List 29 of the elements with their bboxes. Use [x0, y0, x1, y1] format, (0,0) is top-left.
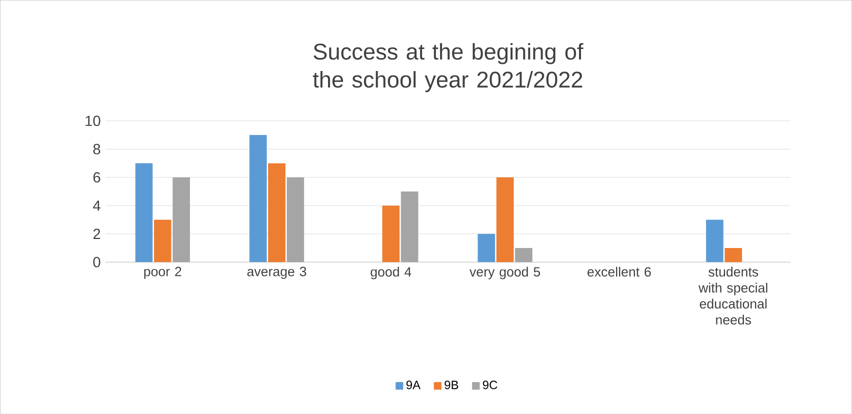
bar: [496, 177, 514, 262]
x-tick-label: average 3: [247, 266, 306, 279]
bar: [154, 220, 172, 262]
legend-label: 9C: [482, 380, 498, 390]
bar: [268, 163, 286, 262]
x-tick-label: good 4: [370, 266, 412, 280]
legend-label: 9B: [444, 380, 458, 390]
bar: [724, 248, 742, 262]
x-tick-label: students with special educational needs: [698, 266, 768, 324]
bar: [382, 205, 400, 262]
x-tick-label: excellent 6: [588, 266, 651, 276]
bar: [172, 177, 190, 262]
y-tick-label: 10: [86, 116, 100, 126]
bar: [515, 248, 532, 262]
x-tick-label: poor 2: [144, 266, 182, 279]
bar: [249, 134, 267, 262]
y-tick-label: 8: [93, 144, 100, 154]
y-tick-label: 2: [93, 228, 100, 239]
bar: [286, 177, 304, 262]
y-tick-label: 6: [93, 172, 100, 182]
legend-label: 9A: [406, 380, 421, 390]
y-tick-label: 4: [93, 200, 100, 211]
bar: [478, 234, 496, 262]
chart-title: Success at the begining of the school year 2021/2022: [312, 42, 584, 92]
x-tick-label: very good 5: [470, 266, 540, 280]
bar: [135, 163, 153, 262]
y-tick-label: 0: [93, 256, 100, 268]
bar: [706, 220, 724, 262]
bar: [400, 191, 418, 262]
